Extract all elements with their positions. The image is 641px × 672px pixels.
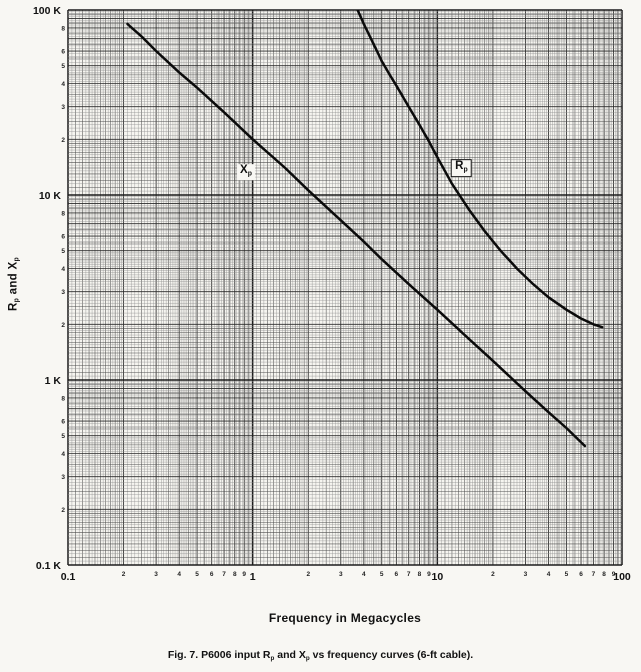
svg-text:8: 8: [602, 571, 606, 578]
caption-part: and X: [274, 649, 306, 661]
svg-text:0.1 K: 0.1 K: [36, 560, 62, 572]
svg-text:9: 9: [427, 571, 431, 578]
caption-part: vs frequency curves (6-ft cable).: [309, 649, 474, 661]
svg-text:2: 2: [61, 322, 65, 329]
svg-text:3: 3: [61, 474, 65, 481]
x-title-text: Frequency in Megacycles: [268, 611, 422, 625]
caption-part: Fig. 7. P6006 input R: [167, 649, 271, 661]
svg-text:6: 6: [61, 419, 65, 426]
svg-text:8: 8: [61, 25, 65, 32]
svg-text:2: 2: [61, 137, 65, 144]
svg-text:1: 1: [250, 571, 256, 583]
curve-Xp: [126, 22, 587, 448]
y-axis-title: Rp and Xp: [7, 257, 20, 311]
svg-text:3: 3: [61, 104, 65, 111]
svg-text:9: 9: [612, 571, 616, 578]
svg-text:4: 4: [61, 81, 65, 88]
svg-text:6: 6: [579, 571, 583, 578]
caption-subscript: p: [305, 655, 310, 663]
svg-text:5: 5: [565, 571, 569, 578]
svg-text:4: 4: [547, 571, 551, 578]
svg-text:5: 5: [61, 63, 65, 70]
svg-text:5: 5: [61, 248, 65, 255]
rp-label-text: R: [455, 160, 464, 173]
y-title-subscript: p: [13, 297, 21, 303]
y-title-part: R: [7, 302, 20, 311]
svg-text:5: 5: [195, 571, 199, 578]
rp-curve-label: Rp: [451, 159, 472, 177]
svg-text:4: 4: [61, 266, 65, 273]
svg-text:8: 8: [61, 395, 65, 402]
svg-text:4: 4: [362, 571, 366, 578]
svg-text:9: 9: [242, 571, 246, 578]
y-title-subscript: p: [13, 257, 21, 262]
svg-text:4: 4: [61, 451, 65, 458]
svg-text:10: 10: [431, 571, 443, 583]
svg-text:5: 5: [61, 433, 65, 440]
caption-subscript: p: [270, 655, 275, 663]
svg-text:7: 7: [592, 571, 596, 578]
svg-text:6: 6: [395, 571, 399, 578]
svg-text:8: 8: [233, 571, 237, 578]
svg-text:7: 7: [222, 571, 226, 578]
svg-text:10 K: 10 K: [39, 190, 62, 202]
xp-curve-label: Xp: [237, 164, 255, 180]
grid-lines: [67, 9, 623, 566]
svg-text:2: 2: [491, 571, 495, 578]
svg-text:2: 2: [61, 507, 65, 514]
y-title-part: and X: [7, 261, 20, 298]
svg-text:4: 4: [177, 571, 181, 578]
svg-text:3: 3: [61, 289, 65, 296]
curve-Rp: [356, 10, 604, 329]
svg-text:2: 2: [306, 571, 310, 578]
svg-text:5: 5: [380, 571, 384, 578]
svg-text:3: 3: [524, 571, 528, 578]
svg-text:0.1: 0.1: [61, 571, 76, 583]
svg-text:6: 6: [61, 234, 65, 241]
svg-text:7: 7: [407, 571, 411, 578]
svg-text:3: 3: [154, 571, 158, 578]
svg-text:6: 6: [210, 571, 214, 578]
svg-text:8: 8: [418, 571, 422, 578]
svg-text:2: 2: [122, 571, 126, 578]
xp-label-subscript: p: [247, 170, 252, 178]
svg-text:8: 8: [61, 210, 65, 217]
svg-text:100 K: 100 K: [33, 5, 61, 17]
svg-text:100: 100: [613, 571, 631, 583]
rp-label-subscript: p: [463, 166, 468, 174]
x-axis-title: Frequency in Megacycles: [68, 611, 622, 625]
xp-label-text: X: [240, 164, 248, 177]
figure-caption: Fig. 7. P6006 input Rp and Xp vs frequen…: [0, 649, 641, 662]
svg-text:1 K: 1 K: [45, 375, 62, 387]
curves: [126, 10, 604, 448]
svg-text:3: 3: [339, 571, 343, 578]
svg-text:6: 6: [61, 49, 65, 56]
